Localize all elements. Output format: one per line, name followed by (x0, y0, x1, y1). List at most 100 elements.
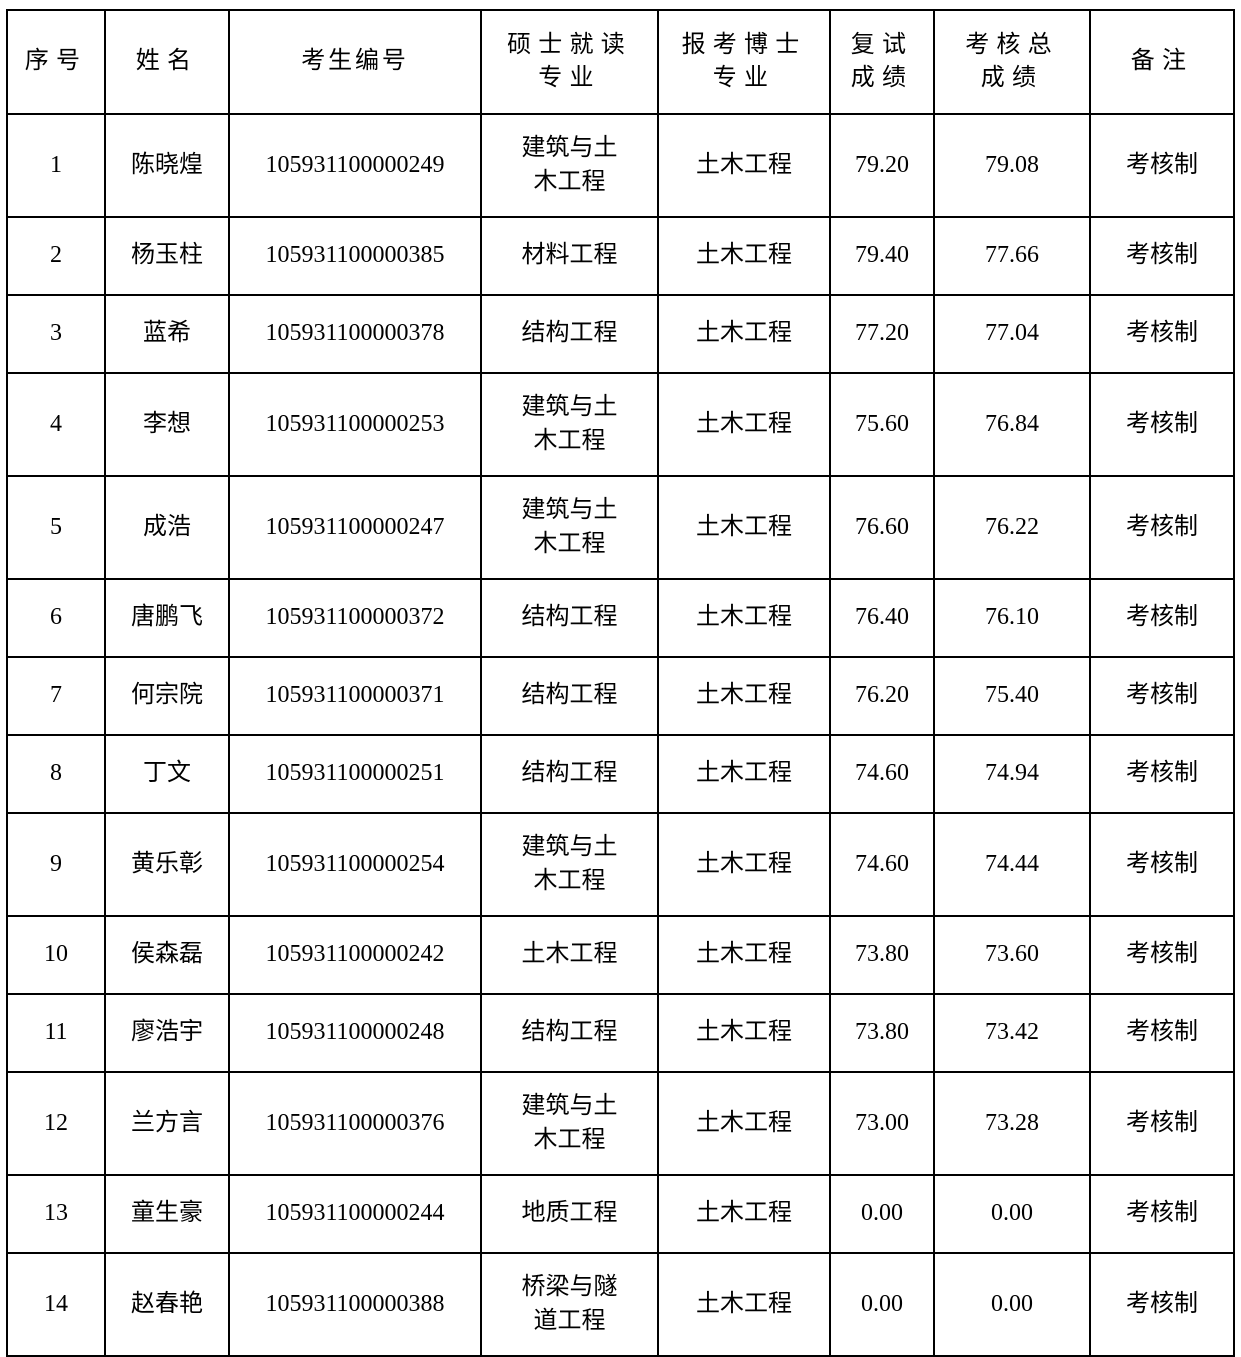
cell-name: 童生豪 (104, 1174, 230, 1254)
cell-candidate-number: 105931100000378 (228, 294, 482, 374)
cell-master-major: 建筑与土木工程 (480, 113, 659, 218)
cell-candidate-number: 105931100000385 (228, 216, 482, 296)
cell-remark: 考核制 (1089, 578, 1235, 658)
cell-name: 丁文 (104, 734, 230, 814)
cell-phd-major: 土木工程 (657, 915, 831, 995)
cell-master-major: 结构工程 (480, 578, 659, 658)
cell-candidate-number: 105931100000251 (228, 734, 482, 814)
cell-remark: 考核制 (1089, 475, 1235, 580)
cell-name: 陈晓煌 (104, 113, 230, 218)
table-row: 1 陈晓煌 105931100000249 建筑与土木工程 土木工程 79.20 79.08… (6, 113, 1235, 218)
cell-retest-score: 0.00 (829, 1174, 935, 1254)
cell-total-assessment-score: 74.94 (933, 734, 1091, 814)
cell-candidate-number: 105931100000244 (228, 1174, 482, 1254)
cell-retest-score: 77.20 (829, 294, 935, 374)
cell-total-assessment-score: 79.08 (933, 113, 1091, 218)
column-header-remark: 备注 (1089, 9, 1235, 115)
cell-retest-score: 75.60 (829, 372, 935, 477)
cell-phd-major: 土木工程 (657, 475, 831, 580)
column-header-phd-major: 报考博士 专业 (657, 9, 831, 115)
cell-phd-major: 土木工程 (657, 578, 831, 658)
column-header-retest-score: 复试 成绩 (829, 9, 935, 115)
table-row: 3 蓝希 105931100000378 结构工程 土木工程 77.20 77.04 考核制 (6, 294, 1235, 374)
cell-total-assessment-score: 0.00 (933, 1174, 1091, 1254)
cell-serial-number: 1 (6, 113, 106, 218)
cell-name: 蓝希 (104, 294, 230, 374)
cell-candidate-number: 105931100000248 (228, 993, 482, 1073)
cell-candidate-number: 105931100000376 (228, 1071, 482, 1176)
cell-remark: 考核制 (1089, 734, 1235, 814)
cell-retest-score: 0.00 (829, 1252, 935, 1357)
column-header-total-assessment-score: 考核总 成绩 (933, 9, 1091, 115)
cell-remark: 考核制 (1089, 1252, 1235, 1357)
cell-total-assessment-score: 76.22 (933, 475, 1091, 580)
cell-phd-major: 土木工程 (657, 656, 831, 736)
cell-total-assessment-score: 76.84 (933, 372, 1091, 477)
cell-phd-major: 土木工程 (657, 372, 831, 477)
cell-serial-number: 4 (6, 372, 106, 477)
cell-serial-number: 2 (6, 216, 106, 296)
cell-total-assessment-score: 74.44 (933, 812, 1091, 917)
cell-remark: 考核制 (1089, 812, 1235, 917)
table-row: 5 成浩 105931100000247 建筑与土木工程 土木工程 76.60 76.22 考… (6, 475, 1235, 580)
cell-phd-major: 土木工程 (657, 216, 831, 296)
document-page: 序号 姓名 考生编号 硕士就读 专业 报考博士 专业 复试 成绩 考核总 成绩 备注 1 陈晓煌… (6, 9, 1235, 1357)
cell-master-major: 建筑与土木工程 (480, 475, 659, 580)
table-row: 7 何宗院 105931100000371 结构工程 土木工程 76.20 75.40 考核制 (6, 656, 1235, 736)
cell-candidate-number: 105931100000247 (228, 475, 482, 580)
cell-serial-number: 8 (6, 734, 106, 814)
cell-master-major: 建筑与土木工程 (480, 372, 659, 477)
cell-phd-major: 土木工程 (657, 1174, 831, 1254)
cell-remark: 考核制 (1089, 1174, 1235, 1254)
cell-master-major: 土木工程 (480, 915, 659, 995)
cell-retest-score: 76.60 (829, 475, 935, 580)
cell-master-major: 建筑与土木工程 (480, 812, 659, 917)
cell-serial-number: 3 (6, 294, 106, 374)
cell-master-major: 结构工程 (480, 294, 659, 374)
cell-candidate-number: 105931100000249 (228, 113, 482, 218)
cell-total-assessment-score: 73.42 (933, 993, 1091, 1073)
table-row: 13 童生豪 105931100000244 地质工程 土木工程 0.00 0.00 考核制 (6, 1174, 1235, 1254)
cell-serial-number: 5 (6, 475, 106, 580)
cell-serial-number: 9 (6, 812, 106, 917)
cell-retest-score: 74.60 (829, 734, 935, 814)
table-row: 2 杨玉柱 105931100000385 材料工程 土木工程 79.40 77.66 考核制 (6, 216, 1235, 296)
cell-phd-major: 土木工程 (657, 1252, 831, 1357)
cell-master-major: 结构工程 (480, 993, 659, 1073)
cell-candidate-number: 105931100000254 (228, 812, 482, 917)
table-row: 6 唐鹏飞 105931100000372 结构工程 土木工程 76.40 76.10 考核制 (6, 578, 1235, 658)
cell-name: 唐鹏飞 (104, 578, 230, 658)
cell-total-assessment-score: 77.04 (933, 294, 1091, 374)
cell-name: 成浩 (104, 475, 230, 580)
cell-total-assessment-score: 73.60 (933, 915, 1091, 995)
cell-phd-major: 土木工程 (657, 993, 831, 1073)
cell-master-major: 桥梁与隧道工程 (480, 1252, 659, 1357)
table-row: 10 侯森磊 105931100000242 土木工程 土木工程 73.80 73.60 考核… (6, 915, 1235, 995)
cell-candidate-number: 105931100000372 (228, 578, 482, 658)
cell-phd-major: 土木工程 (657, 734, 831, 814)
cell-total-assessment-score: 0.00 (933, 1252, 1091, 1357)
cell-serial-number: 12 (6, 1071, 106, 1176)
cell-retest-score: 73.00 (829, 1071, 935, 1176)
cell-phd-major: 土木工程 (657, 294, 831, 374)
column-header-master-major: 硕士就读 专业 (480, 9, 659, 115)
cell-candidate-number: 105931100000242 (228, 915, 482, 995)
cell-total-assessment-score: 77.66 (933, 216, 1091, 296)
cell-retest-score: 76.40 (829, 578, 935, 658)
cell-total-assessment-score: 73.28 (933, 1071, 1091, 1176)
cell-total-assessment-score: 75.40 (933, 656, 1091, 736)
table-row: 11 廖浩宇 105931100000248 结构工程 土木工程 73.80 73.42 考核… (6, 993, 1235, 1073)
cell-name: 李想 (104, 372, 230, 477)
table-row: 12 兰方言 105931100000376 建筑与土木工程 土木工程 73.00 73.2… (6, 1071, 1235, 1176)
cell-serial-number: 14 (6, 1252, 106, 1357)
cell-retest-score: 79.40 (829, 216, 935, 296)
cell-name: 何宗院 (104, 656, 230, 736)
cell-remark: 考核制 (1089, 216, 1235, 296)
cell-name: 赵春艳 (104, 1252, 230, 1357)
cell-master-major: 结构工程 (480, 656, 659, 736)
cell-phd-major: 土木工程 (657, 812, 831, 917)
cell-remark: 考核制 (1089, 372, 1235, 477)
cell-serial-number: 6 (6, 578, 106, 658)
cell-remark: 考核制 (1089, 113, 1235, 218)
header-row: 序号 姓名 考生编号 硕士就读 专业 报考博士 专业 复试 成绩 考核总 成绩 备注 (6, 9, 1235, 115)
